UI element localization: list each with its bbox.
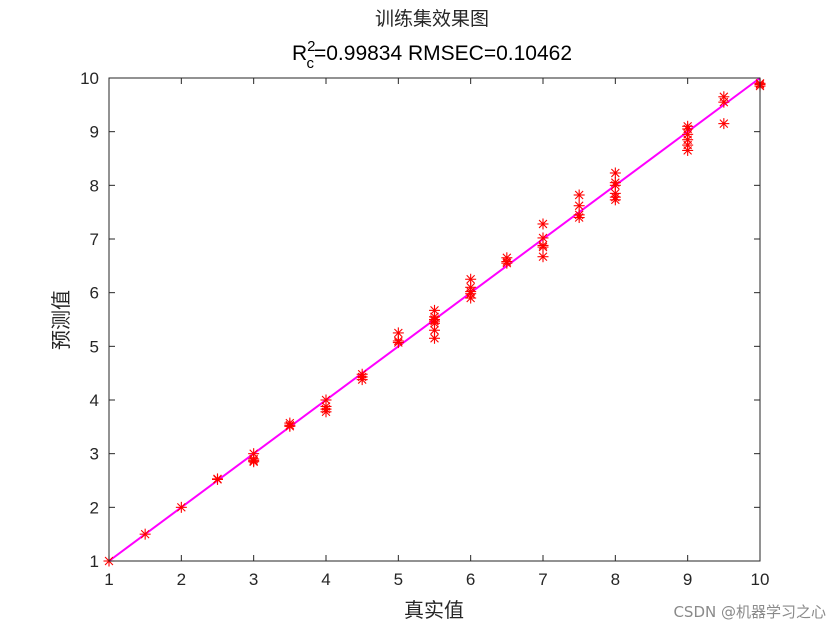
data-point bbox=[429, 332, 440, 344]
x-tick-label: 9 bbox=[683, 570, 692, 589]
data-point bbox=[320, 394, 332, 406]
y-tick-label: 2 bbox=[90, 498, 99, 517]
data-point bbox=[609, 194, 621, 206]
data-point bbox=[320, 406, 332, 418]
x-tick-label: 4 bbox=[321, 570, 330, 589]
y-axis-label: 预测值 bbox=[49, 290, 73, 350]
data-point bbox=[573, 189, 585, 201]
subtitle-r-superscript: 2 bbox=[307, 38, 315, 55]
y-tick-label: 3 bbox=[90, 445, 99, 464]
data-point bbox=[682, 144, 694, 156]
data-point bbox=[718, 96, 730, 108]
x-tick-label: 5 bbox=[394, 570, 403, 589]
x-tick-label: 10 bbox=[751, 570, 770, 589]
x-tick-label: 3 bbox=[249, 570, 258, 589]
y-tick-label: 8 bbox=[90, 176, 99, 195]
y-tick-labels: 1 2 3 4 5 6 7 8 9 10 bbox=[80, 69, 99, 571]
data-point bbox=[356, 374, 368, 386]
y-tick-label: 6 bbox=[90, 284, 99, 303]
subtitle-metrics: =0.99834 RMSEC=0.10462 bbox=[314, 42, 572, 65]
axes-box bbox=[108, 77, 761, 562]
y-tick-label: 7 bbox=[90, 230, 99, 249]
data-point bbox=[284, 420, 296, 432]
data-point bbox=[537, 241, 549, 253]
x-axis-label: 真实值 bbox=[404, 598, 464, 622]
watermark: CSDN @机器学习之心 bbox=[673, 603, 826, 621]
chart-title: 训练集效果图 bbox=[375, 8, 489, 30]
data-point bbox=[718, 118, 730, 130]
x-tick-label: 1 bbox=[104, 570, 113, 589]
data-point bbox=[573, 212, 585, 224]
data-point bbox=[537, 218, 549, 230]
data-point bbox=[609, 167, 621, 179]
data-point bbox=[537, 251, 549, 263]
subtitle-r-label: R bbox=[292, 42, 307, 65]
x-tick-label: 7 bbox=[538, 570, 547, 589]
y-tick-label: 4 bbox=[90, 391, 99, 410]
data-point bbox=[212, 473, 223, 485]
data-point bbox=[609, 179, 621, 191]
y-tick-label: 1 bbox=[90, 552, 99, 571]
data-point bbox=[139, 528, 151, 540]
y-tick-label: 5 bbox=[90, 337, 99, 356]
chart-subtitle: R2 c=0.99834 RMSEC=0.10462 bbox=[292, 38, 572, 72]
data-point bbox=[248, 456, 260, 468]
y-tick-label: 9 bbox=[90, 123, 99, 142]
y-tick-label: 10 bbox=[80, 69, 99, 88]
x-tick-label: 2 bbox=[177, 570, 186, 589]
data-point bbox=[392, 337, 404, 349]
x-tick-label: 8 bbox=[611, 570, 620, 589]
data-point bbox=[465, 292, 477, 304]
data-point bbox=[175, 501, 187, 513]
subtitle-r-subscript: c bbox=[306, 55, 314, 72]
scatter-series bbox=[103, 77, 766, 567]
data-point bbox=[501, 257, 513, 269]
x-tick-label: 6 bbox=[466, 570, 475, 589]
data-point bbox=[392, 327, 404, 339]
x-tick-labels: 1 2 3 4 5 6 7 8 9 10 bbox=[104, 570, 769, 589]
